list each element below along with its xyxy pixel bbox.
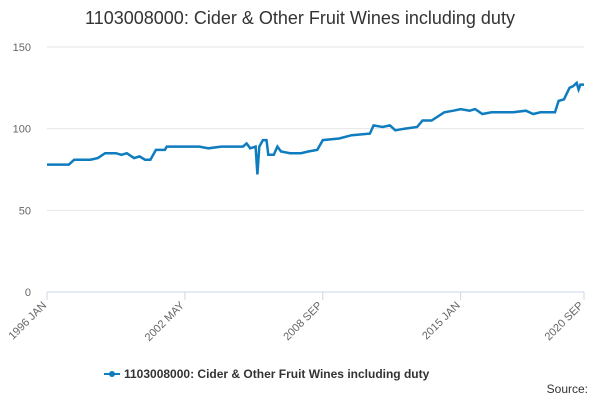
y-tick-label: 150 xyxy=(13,42,31,54)
x-tick-label: 2002 MAY xyxy=(143,299,188,344)
y-tick-label: 0 xyxy=(25,287,31,299)
x-tick-label: 2015 JAN xyxy=(420,300,463,343)
y-tick-label: 50 xyxy=(19,205,31,217)
source: Source: xyxy=(547,382,588,396)
y-tick-label: 100 xyxy=(13,124,31,136)
x-tick-label: 2020 SEP xyxy=(543,300,587,344)
line-series xyxy=(47,80,584,175)
x-tick-label: 1996 JAN xyxy=(6,300,49,343)
legend-label: 1103008000: Cider & Other Fruit Wines in… xyxy=(124,367,430,381)
legend-marker xyxy=(109,371,115,377)
x-tick-label: 2008 SEP xyxy=(281,300,325,344)
chart-title: 1103008000: Cider & Other Fruit Wines in… xyxy=(85,8,515,28)
